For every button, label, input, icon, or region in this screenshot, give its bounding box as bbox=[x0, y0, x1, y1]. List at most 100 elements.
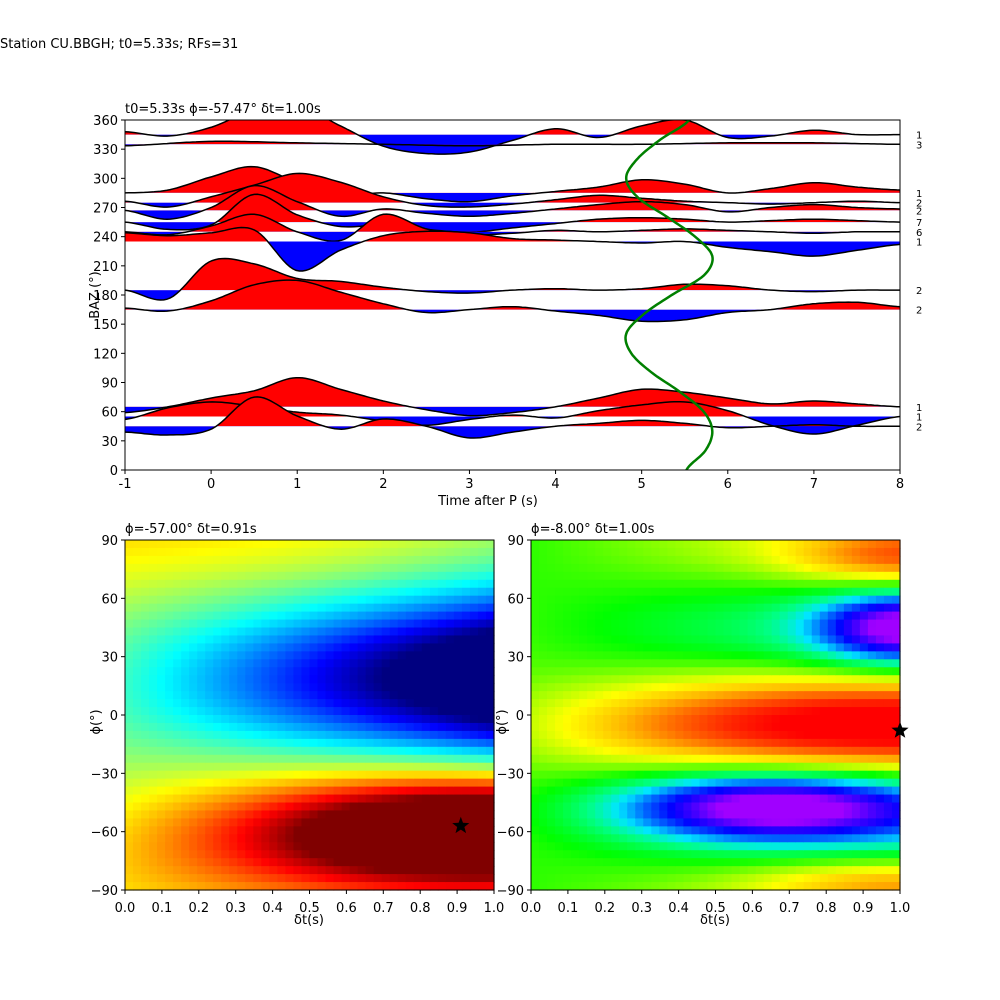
heatmap-cell bbox=[587, 730, 596, 740]
heatmap-cell bbox=[883, 547, 893, 557]
heatmap-cell bbox=[301, 802, 311, 812]
heatmap-cell bbox=[349, 818, 359, 827]
rf-xtick-label: 1 bbox=[293, 477, 301, 492]
heatmap-cell bbox=[277, 699, 287, 708]
heatmap-cell bbox=[365, 794, 375, 804]
heatmap-cell bbox=[269, 842, 279, 851]
heatmap-cell bbox=[213, 627, 222, 637]
heatmap-cell bbox=[349, 675, 359, 684]
heatmap-cell bbox=[325, 627, 335, 637]
heatmap-cell bbox=[691, 643, 701, 652]
heatmap-cell bbox=[891, 540, 901, 549]
heatmap-cell bbox=[341, 699, 351, 708]
heatmap-cell bbox=[253, 611, 262, 621]
heatmap-cell bbox=[229, 627, 238, 637]
heatmap-cell bbox=[325, 643, 335, 652]
heatmap-cell bbox=[245, 746, 254, 756]
heatmap-cell bbox=[269, 547, 279, 557]
heatmap-cell bbox=[397, 635, 407, 644]
heatmap-cell bbox=[445, 563, 455, 573]
heatmap-cell bbox=[269, 722, 279, 732]
heatmap-cell bbox=[389, 683, 399, 692]
heatmap-cell bbox=[675, 587, 685, 597]
heatmap-cell bbox=[317, 579, 327, 589]
heatmap-cell bbox=[643, 826, 652, 835]
heatmap-cell bbox=[221, 540, 230, 549]
heatmap-cell bbox=[301, 850, 311, 859]
heatmap-cell bbox=[197, 603, 206, 613]
heatmap-cell bbox=[643, 754, 652, 764]
heatmap-cell bbox=[667, 770, 676, 780]
heatmap-cell bbox=[445, 738, 455, 748]
heatmap-cell bbox=[237, 547, 246, 557]
heatmap-cell bbox=[619, 786, 628, 796]
heatmap-cell bbox=[635, 547, 644, 557]
heatmap-cell bbox=[731, 818, 741, 827]
heatmap-cell bbox=[349, 619, 359, 629]
heatmap-cell bbox=[811, 587, 821, 597]
heatmap-cell bbox=[579, 778, 588, 788]
heatmap-cell bbox=[723, 730, 733, 740]
heatmap-cell bbox=[803, 730, 813, 740]
heatmap-cell bbox=[643, 715, 652, 724]
heatmap-cell bbox=[859, 715, 869, 724]
heatmap-cell bbox=[819, 850, 829, 859]
heatmap-cell bbox=[261, 619, 270, 629]
heatmap-cell bbox=[651, 866, 660, 875]
heatmap-cell bbox=[827, 882, 837, 891]
heatmap-cell bbox=[563, 619, 572, 629]
heatmap-cell bbox=[181, 603, 190, 613]
heatmap-cell bbox=[539, 730, 548, 740]
heatmap-cell bbox=[461, 627, 471, 637]
heatmap-cell bbox=[317, 611, 327, 621]
heatmap-ytick-label: 60 bbox=[507, 592, 524, 607]
heatmap-cell bbox=[555, 722, 564, 732]
heatmap-xtick-label: 0.1 bbox=[558, 901, 579, 916]
heatmap-cell bbox=[373, 746, 383, 756]
heatmap-cell bbox=[197, 794, 206, 804]
heatmap-cell bbox=[707, 850, 717, 859]
heatmap-cell bbox=[437, 802, 447, 812]
heatmap-cell bbox=[213, 794, 222, 804]
heatmap-cell bbox=[357, 874, 367, 883]
heatmap-cell bbox=[659, 770, 668, 780]
heatmap-cell bbox=[277, 834, 287, 843]
heatmap-cell bbox=[675, 659, 685, 668]
heatmap-cell bbox=[245, 802, 254, 812]
heatmap-cell bbox=[421, 683, 431, 692]
heatmap-cell bbox=[859, 563, 869, 573]
heatmap-cell bbox=[157, 579, 166, 589]
heatmap-cell bbox=[445, 818, 455, 827]
heatmap-cell bbox=[739, 794, 749, 804]
heatmap-cell bbox=[627, 818, 636, 827]
heatmap-cell bbox=[445, 834, 455, 843]
heatmap-cell bbox=[691, 555, 701, 565]
heatmap-cell bbox=[157, 627, 166, 637]
heatmap-cell bbox=[133, 611, 142, 621]
heatmap-cell bbox=[469, 683, 479, 692]
heatmap-cell bbox=[325, 595, 335, 605]
heatmap-cell bbox=[365, 778, 375, 788]
heatmap-cell bbox=[237, 651, 246, 660]
heatmap-cell bbox=[485, 866, 495, 875]
heatmap-cell bbox=[357, 571, 367, 581]
heatmap-cell bbox=[547, 571, 556, 581]
heatmap-cell bbox=[189, 643, 198, 652]
heatmap-cell bbox=[683, 571, 693, 581]
heatmap-cell bbox=[205, 826, 214, 835]
heatmap-cell bbox=[165, 691, 174, 700]
heatmap-cell bbox=[803, 540, 813, 549]
heatmap-cell bbox=[229, 746, 238, 756]
heatmap-cell bbox=[715, 746, 725, 756]
heatmap-cell bbox=[261, 850, 270, 859]
heatmap-cell bbox=[859, 707, 869, 716]
heatmap-cell bbox=[405, 738, 415, 748]
heatmap-cell bbox=[285, 722, 295, 732]
heatmap-cell bbox=[141, 627, 150, 637]
heatmap-cell bbox=[883, 619, 893, 629]
heatmap-cell bbox=[779, 882, 789, 891]
heatmap-cell bbox=[843, 563, 853, 573]
heatmap-cell bbox=[579, 611, 588, 621]
heatmap-cell bbox=[413, 722, 423, 732]
heatmap-cell bbox=[373, 810, 383, 819]
